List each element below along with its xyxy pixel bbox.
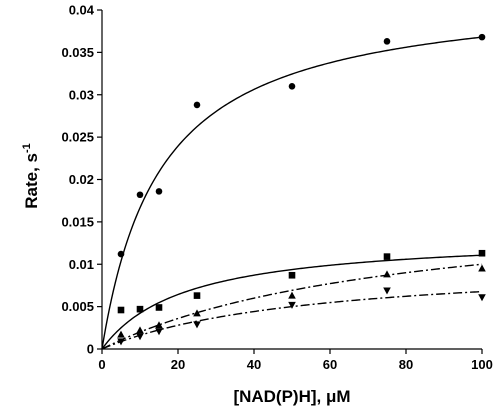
x-tick-label: 0 (98, 357, 105, 372)
data-point-series-1 (383, 38, 391, 45)
y-tick-label: 0 (87, 342, 94, 357)
x-tick-label: 20 (171, 357, 185, 372)
y-axis-label-sup: -1 (21, 143, 33, 153)
data-point-series-1 (193, 101, 201, 109)
y-tick-label: 0.025 (61, 130, 94, 145)
data-point-series-2 (383, 253, 391, 260)
fit-curve-series-4 (101, 290, 483, 350)
data-point-series-3 (478, 264, 486, 272)
data-point-series-3 (155, 321, 163, 329)
data-point-series-1 (478, 33, 486, 41)
fit-curve-series-3 (101, 263, 483, 350)
y-tick-label: 0.03 (69, 87, 94, 102)
x-tick-label: 40 (247, 357, 261, 372)
y-tick-label: 0.015 (61, 214, 94, 229)
data-point-series-3 (117, 330, 125, 338)
data-point-series-4 (193, 321, 201, 329)
data-point-series-2 (288, 271, 296, 279)
y-tick-label: 0.01 (69, 257, 94, 272)
data-point-series-4 (155, 328, 163, 336)
axes: 0 20 40 60 80 100 0 0.005 0.01 0.015 0.02 0.025 0.03… (61, 3, 492, 373)
y-axis-label: Rate, s-1 (21, 143, 41, 209)
data-point-series-3 (288, 291, 296, 299)
x-tick-label: 100 (471, 357, 493, 372)
data-point-series-4 (136, 333, 144, 341)
fit-curve-series-1 (101, 36, 483, 350)
data-point-series-4 (383, 287, 391, 295)
x-tick-label: 60 (323, 357, 337, 372)
data-point-series-2 (193, 292, 201, 299)
data-point-series-3 (383, 270, 391, 278)
x-axis-label: [NAD(P)H], μM (233, 387, 350, 406)
data-point-series-1 (155, 188, 163, 195)
data-point-series-4 (117, 338, 125, 346)
data-point-series-3 (136, 326, 144, 334)
data-point-series-1 (288, 82, 296, 90)
data-point-series-1 (136, 191, 144, 199)
fit-curve-series-2 (101, 254, 483, 350)
data-point-series-1 (117, 250, 125, 258)
y-tick-label: 0.02 (69, 172, 94, 187)
data-point-series-2 (117, 306, 125, 314)
x-tick-label: 80 (399, 357, 413, 372)
data-point-series-2 (155, 304, 163, 311)
y-tick-label: 0.005 (61, 299, 94, 314)
y-tick-label: 0.04 (69, 3, 95, 18)
y-tick-label: 0.035 (61, 45, 94, 60)
data-point-series-4 (478, 294, 486, 302)
y-axis-label-main: Rate, s (22, 153, 41, 209)
data-point-series-2 (478, 249, 486, 257)
data-points (117, 33, 486, 346)
data-point-series-4 (288, 301, 296, 309)
data-point-series-3 (193, 309, 201, 317)
data-point-series-2 (136, 305, 144, 313)
